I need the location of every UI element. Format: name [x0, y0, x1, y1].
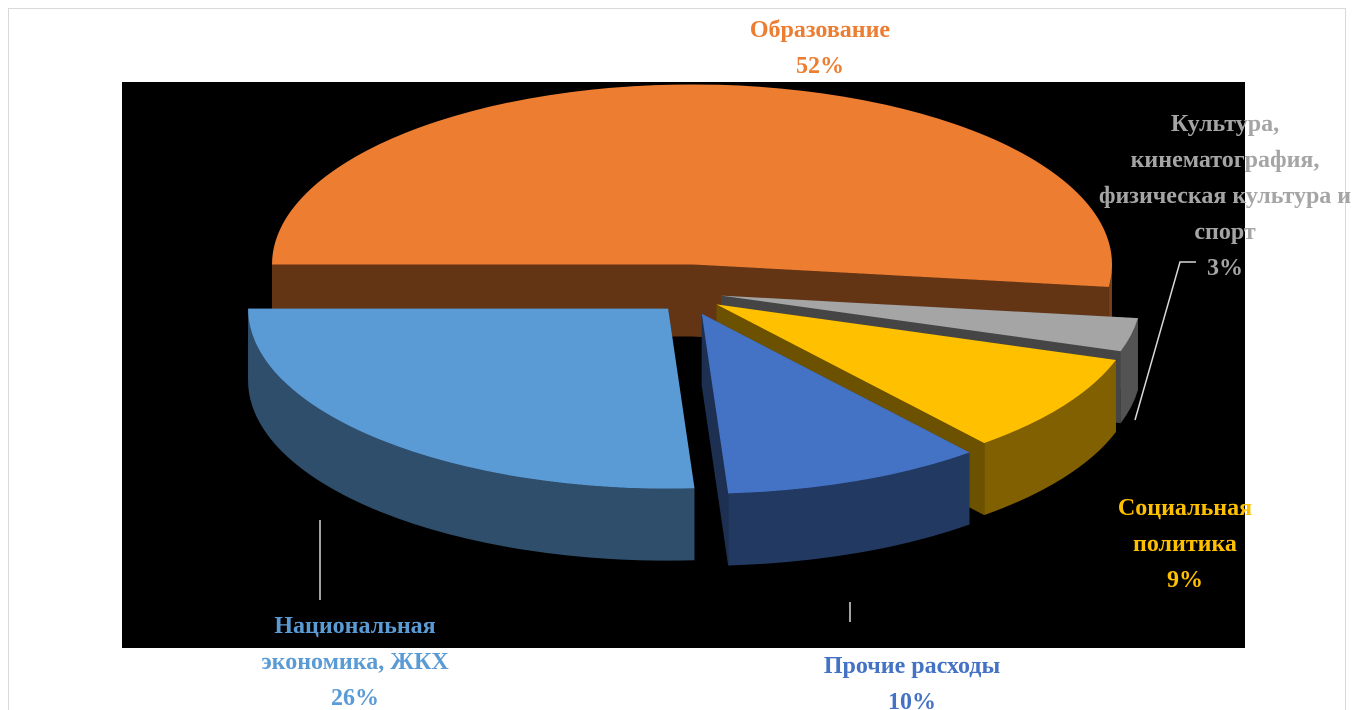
- slice-side: [248, 308, 695, 561]
- slice: [716, 304, 1116, 444]
- slice: [721, 295, 1138, 352]
- category-label: Национальная экономика, ЖКХ: [261, 613, 449, 675]
- data-label: Образование 52%: [670, 12, 970, 84]
- pie: [248, 84, 1138, 566]
- data-label: Культура, кинематография, физическая кул…: [1090, 106, 1354, 286]
- value-label: 52%: [796, 53, 844, 79]
- value-label: 9%: [1167, 567, 1203, 593]
- slice: [701, 313, 970, 494]
- category-label: Прочие расходы: [823, 653, 1001, 679]
- data-label: Прочие расходы 10%: [752, 648, 1072, 710]
- leader-line: [1134, 261, 1196, 421]
- slice-side: [728, 452, 970, 566]
- category-label: Социальная политика: [1117, 495, 1253, 557]
- data-label: Национальная экономика, ЖКХ 26%: [215, 608, 495, 710]
- slice-side: [984, 360, 1116, 516]
- slice-side: [1120, 318, 1138, 424]
- chart-frame: [8, 8, 1346, 710]
- value-label: 3%: [1207, 255, 1243, 281]
- value-label: 26%: [331, 685, 379, 710]
- slice-side: [701, 313, 729, 566]
- slice: [272, 84, 1113, 288]
- slice: [248, 308, 695, 489]
- category-label: Культура, кинематография, физическая кул…: [1098, 111, 1352, 245]
- value-label: 10%: [888, 689, 936, 710]
- category-label: Образование: [749, 17, 891, 43]
- data-label: Социальная политика 9%: [1090, 490, 1280, 598]
